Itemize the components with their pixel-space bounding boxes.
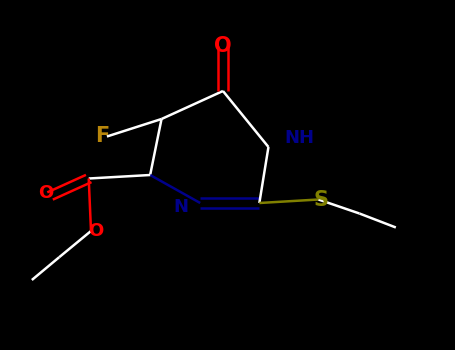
Text: O: O bbox=[38, 183, 53, 202]
Text: F: F bbox=[95, 126, 110, 147]
Text: NH: NH bbox=[284, 129, 314, 147]
Text: O: O bbox=[214, 35, 232, 56]
Text: N: N bbox=[174, 197, 189, 216]
Text: S: S bbox=[313, 189, 328, 210]
Text: O: O bbox=[88, 222, 103, 240]
